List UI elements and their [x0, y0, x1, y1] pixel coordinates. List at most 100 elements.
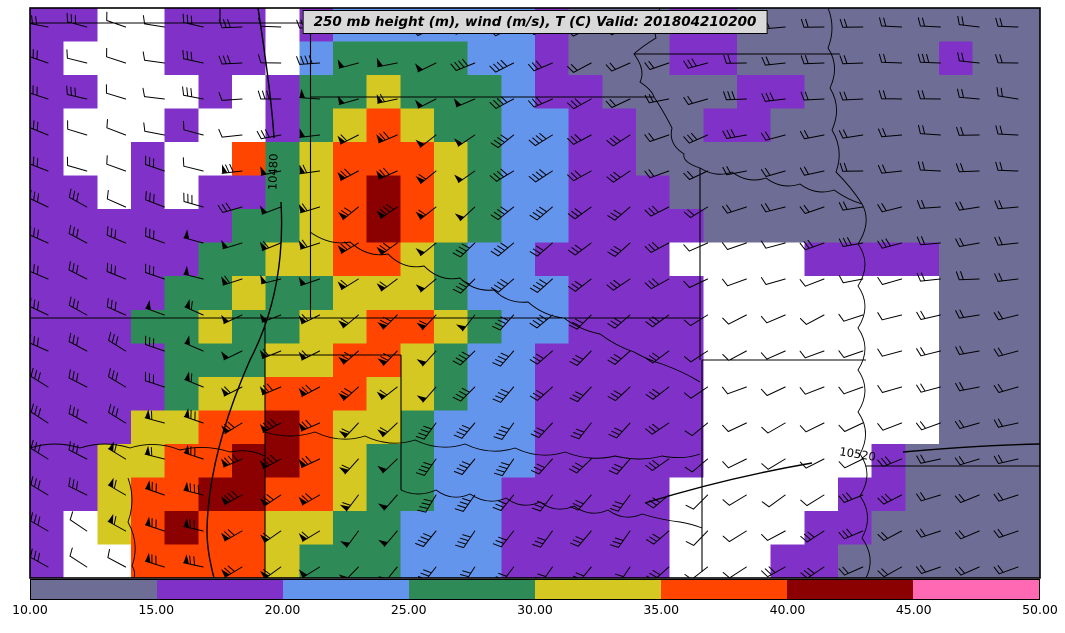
wind-barb [534, 566, 553, 578]
colorbar-tick-label: 25.00 [390, 602, 427, 617]
field-cell [669, 376, 704, 411]
field-cell [535, 343, 570, 378]
barb-flag [184, 335, 190, 346]
wind-barb [607, 206, 631, 221]
wind-barb [66, 85, 88, 100]
field-cell [232, 410, 267, 445]
wind-barb [955, 309, 980, 319]
wind-barb [838, 386, 864, 395]
wind-barb [838, 237, 864, 247]
wind-barb [340, 206, 359, 221]
wind-barb [301, 384, 321, 397]
wind-barb [340, 168, 359, 181]
field-cell [636, 343, 671, 378]
wind-barb [493, 422, 515, 440]
wind-barb [877, 312, 903, 321]
barb-flag [221, 458, 229, 468]
river-nm-2 [127, 477, 136, 578]
field-cell [669, 544, 704, 578]
field-cell [400, 108, 435, 143]
field-cell [1006, 309, 1040, 344]
field-cell [939, 443, 974, 479]
wind-barb [379, 242, 398, 256]
field-cell [1006, 376, 1040, 411]
wind-barb [67, 120, 88, 136]
wind-barb [183, 519, 204, 532]
wind-barb [489, 96, 515, 109]
field-cell [602, 209, 637, 244]
field-cell [333, 75, 368, 110]
wind-barb [182, 157, 204, 172]
wind-barb [916, 421, 941, 431]
wind-barb [993, 528, 1019, 538]
wind-barb [143, 122, 165, 136]
wind-barb [838, 350, 864, 358]
field-cell [636, 75, 671, 110]
wind-barb [722, 278, 747, 287]
wind-barb [106, 226, 127, 244]
field-cell [871, 276, 906, 311]
field-cell [1006, 443, 1040, 479]
wind-barb [877, 530, 903, 541]
wind-barb [107, 479, 127, 496]
wind-barb [457, 170, 476, 183]
wind-barb [917, 17, 941, 28]
rivers [30, 8, 871, 578]
field-cell [636, 41, 671, 76]
field-cell [232, 108, 267, 143]
field-cell [164, 309, 199, 344]
field-cell [703, 276, 738, 311]
field-cell [939, 8, 974, 43]
field-cell [669, 75, 704, 110]
wind-barb [224, 565, 243, 578]
field-cell [366, 108, 401, 143]
wind-barb [68, 261, 88, 280]
field-cell [501, 477, 536, 512]
wind-barb [993, 492, 1019, 502]
field-cell [400, 309, 435, 344]
wind-barb [145, 481, 165, 496]
field-cell [467, 477, 502, 512]
field-cell [737, 142, 772, 177]
wind-barb [606, 170, 631, 183]
wind-barb [457, 134, 476, 147]
wind-barb [299, 134, 321, 138]
wind-barb [144, 410, 165, 424]
wind-barb [108, 331, 127, 352]
wind-barb [68, 296, 88, 316]
field-cell [905, 544, 940, 578]
wind-barb [644, 242, 670, 253]
field-cell [434, 75, 469, 110]
field-cell [568, 175, 603, 210]
wind-barb [452, 386, 476, 402]
field-cell [232, 242, 267, 277]
wind-barb [607, 350, 631, 365]
field-cell [501, 276, 536, 311]
wind-barb [338, 98, 359, 105]
barb-flag [259, 349, 268, 359]
field-cell [905, 175, 940, 210]
colorbar-tick-label: 15.00 [138, 602, 175, 617]
field-cell [434, 142, 469, 177]
wind-barb [263, 566, 282, 578]
field-cell [737, 477, 772, 512]
wind-barb [609, 494, 631, 512]
wind-barb [683, 206, 709, 219]
barb-flag [184, 371, 190, 382]
barb-flag [145, 516, 151, 527]
wind-barb [296, 55, 321, 65]
barb-flag [376, 170, 384, 180]
field-cell [1006, 510, 1040, 546]
field-cell [467, 544, 502, 578]
wind-barb [419, 314, 437, 331]
field-cell [400, 410, 435, 445]
field-cell [501, 75, 536, 110]
wind-barb [218, 19, 243, 29]
field-cell [939, 343, 974, 378]
wind-barb [799, 130, 825, 140]
wind-barb [878, 128, 903, 138]
wind-barb [145, 155, 165, 172]
wind-barb [183, 483, 204, 496]
wind-barb [800, 494, 825, 507]
wind-barb [301, 314, 321, 325]
